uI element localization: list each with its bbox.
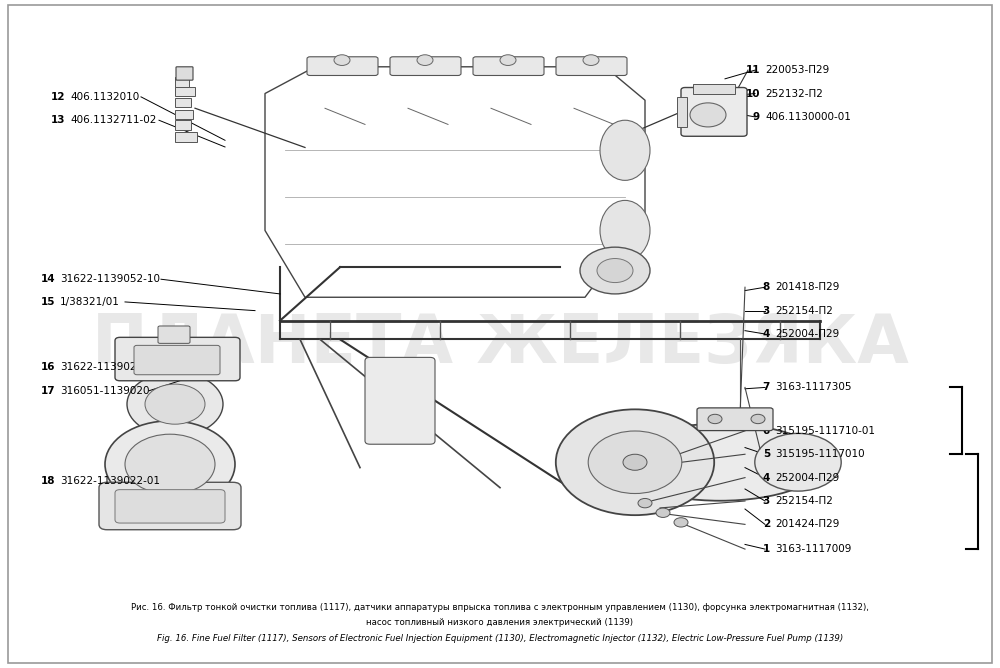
Text: 10: 10 — [746, 89, 760, 98]
Text: 2: 2 — [763, 520, 770, 529]
Text: 406.1132010: 406.1132010 — [70, 92, 139, 102]
FancyBboxPatch shape — [158, 326, 190, 343]
Text: 252154-П2: 252154-П2 — [775, 306, 833, 315]
Ellipse shape — [600, 200, 650, 261]
FancyBboxPatch shape — [556, 57, 627, 75]
Text: 316051-1139020: 316051-1139020 — [60, 386, 150, 395]
Text: 201418-П29: 201418-П29 — [775, 283, 839, 292]
Bar — [175, 77, 189, 87]
FancyBboxPatch shape — [99, 482, 241, 530]
Text: 252004-П29: 252004-П29 — [775, 473, 839, 482]
Text: 3: 3 — [763, 306, 770, 315]
Text: 201424-П29: 201424-П29 — [775, 520, 839, 529]
Bar — [677, 97, 687, 127]
Text: 18: 18 — [40, 476, 55, 486]
Text: 8: 8 — [763, 283, 770, 292]
Circle shape — [588, 431, 682, 494]
Text: 9: 9 — [753, 112, 760, 122]
Bar — [693, 84, 735, 94]
Circle shape — [580, 247, 650, 294]
Text: 6: 6 — [763, 426, 770, 436]
Text: насос топливный низкого давления электрический (1139): насос топливный низкого давления электри… — [366, 618, 634, 627]
Text: 4: 4 — [763, 473, 770, 482]
Text: 31622-1139052-10: 31622-1139052-10 — [60, 275, 160, 284]
FancyBboxPatch shape — [681, 88, 747, 136]
FancyBboxPatch shape — [176, 67, 193, 80]
Text: 31622-1139020: 31622-1139020 — [60, 363, 143, 372]
FancyBboxPatch shape — [697, 408, 773, 431]
Bar — [175, 132, 197, 142]
Circle shape — [674, 518, 688, 527]
Text: 252004-П29: 252004-П29 — [775, 329, 839, 339]
Circle shape — [597, 259, 633, 283]
Text: 15: 15 — [40, 297, 55, 307]
Text: 16: 16 — [40, 363, 55, 372]
FancyBboxPatch shape — [115, 490, 225, 523]
Bar — [175, 98, 191, 107]
Circle shape — [417, 55, 433, 65]
Text: 252154-П2: 252154-П2 — [775, 496, 833, 506]
Circle shape — [638, 498, 652, 508]
Text: 220053-П29: 220053-П29 — [765, 65, 829, 75]
Text: 7: 7 — [763, 383, 770, 392]
Circle shape — [583, 55, 599, 65]
Circle shape — [623, 454, 647, 470]
Text: 1/38321/01: 1/38321/01 — [60, 297, 120, 307]
Circle shape — [556, 409, 714, 515]
Text: 406.1130000-01: 406.1130000-01 — [765, 112, 851, 122]
FancyBboxPatch shape — [307, 57, 378, 75]
Circle shape — [145, 384, 205, 424]
Circle shape — [127, 372, 223, 436]
Bar — [175, 110, 193, 119]
Ellipse shape — [600, 120, 650, 180]
Text: 13: 13 — [50, 116, 65, 125]
Text: 315195-111710-01: 315195-111710-01 — [775, 426, 875, 436]
Circle shape — [755, 434, 841, 491]
Text: 11: 11 — [746, 65, 760, 75]
Text: Fig. 16. Fine Fuel Filter (1117), Sensors of Electronic Fuel Injection Equipment: Fig. 16. Fine Fuel Filter (1117), Sensor… — [157, 634, 843, 643]
Circle shape — [656, 508, 670, 518]
FancyBboxPatch shape — [365, 357, 435, 444]
Ellipse shape — [616, 424, 824, 501]
FancyBboxPatch shape — [115, 337, 240, 381]
FancyBboxPatch shape — [473, 57, 544, 75]
Text: 31622-1139022-01: 31622-1139022-01 — [60, 476, 160, 486]
Bar — [175, 87, 195, 96]
Text: 252132-П2: 252132-П2 — [765, 89, 823, 98]
Circle shape — [500, 55, 516, 65]
Circle shape — [751, 414, 765, 424]
Text: 1: 1 — [763, 544, 770, 554]
Text: Рис. 16. Фильтр тонкой очистки топлива (1117), датчики аппаратуры впрыска топлив: Рис. 16. Фильтр тонкой очистки топлива (… — [131, 603, 869, 613]
Text: 3: 3 — [763, 496, 770, 506]
Circle shape — [690, 103, 726, 127]
Text: 12: 12 — [50, 92, 65, 102]
Text: 4: 4 — [763, 329, 770, 339]
Text: ПЛАНЕТА ЖЕЛЕЗЯКА: ПЛАНЕТА ЖЕЛЕЗЯКА — [92, 311, 908, 377]
Circle shape — [334, 55, 350, 65]
Text: 3163-1117009: 3163-1117009 — [775, 544, 851, 554]
Text: 5: 5 — [763, 450, 770, 459]
Text: 14: 14 — [40, 275, 55, 284]
FancyBboxPatch shape — [390, 57, 461, 75]
Circle shape — [708, 414, 722, 424]
Text: 315195-1117010: 315195-1117010 — [775, 450, 865, 459]
Text: 17: 17 — [40, 386, 55, 395]
FancyBboxPatch shape — [134, 345, 220, 375]
Bar — [175, 120, 191, 130]
Circle shape — [125, 434, 215, 494]
Text: 406.1132711-02: 406.1132711-02 — [70, 116, 156, 125]
Circle shape — [105, 421, 235, 508]
Text: 3163-1117305: 3163-1117305 — [775, 383, 852, 392]
